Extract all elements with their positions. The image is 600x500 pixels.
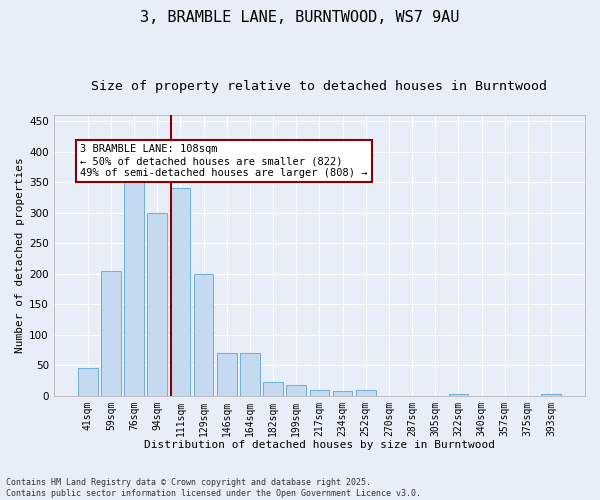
Bar	[263, 382, 283, 396]
Bar	[101, 271, 121, 396]
Bar	[148, 212, 167, 396]
Text: 3 BRAMBLE LANE: 108sqm
← 50% of detached houses are smaller (822)
49% of semi-de: 3 BRAMBLE LANE: 108sqm ← 50% of detached…	[80, 144, 368, 178]
Bar	[286, 384, 306, 396]
Bar	[217, 353, 236, 396]
Text: 3, BRAMBLE LANE, BURNTWOOD, WS7 9AU: 3, BRAMBLE LANE, BURNTWOOD, WS7 9AU	[140, 10, 460, 25]
Bar	[310, 390, 329, 396]
Bar	[124, 182, 144, 396]
Text: Contains HM Land Registry data © Crown copyright and database right 2025.
Contai: Contains HM Land Registry data © Crown c…	[6, 478, 421, 498]
Y-axis label: Number of detached properties: Number of detached properties	[15, 158, 25, 353]
Bar	[240, 353, 260, 396]
Bar	[541, 394, 561, 396]
Bar	[194, 274, 214, 396]
Bar	[333, 391, 352, 396]
Bar	[78, 368, 98, 396]
Bar	[170, 188, 190, 396]
Bar	[356, 390, 376, 396]
Bar	[449, 394, 468, 396]
Title: Size of property relative to detached houses in Burntwood: Size of property relative to detached ho…	[91, 80, 547, 93]
X-axis label: Distribution of detached houses by size in Burntwood: Distribution of detached houses by size …	[144, 440, 495, 450]
